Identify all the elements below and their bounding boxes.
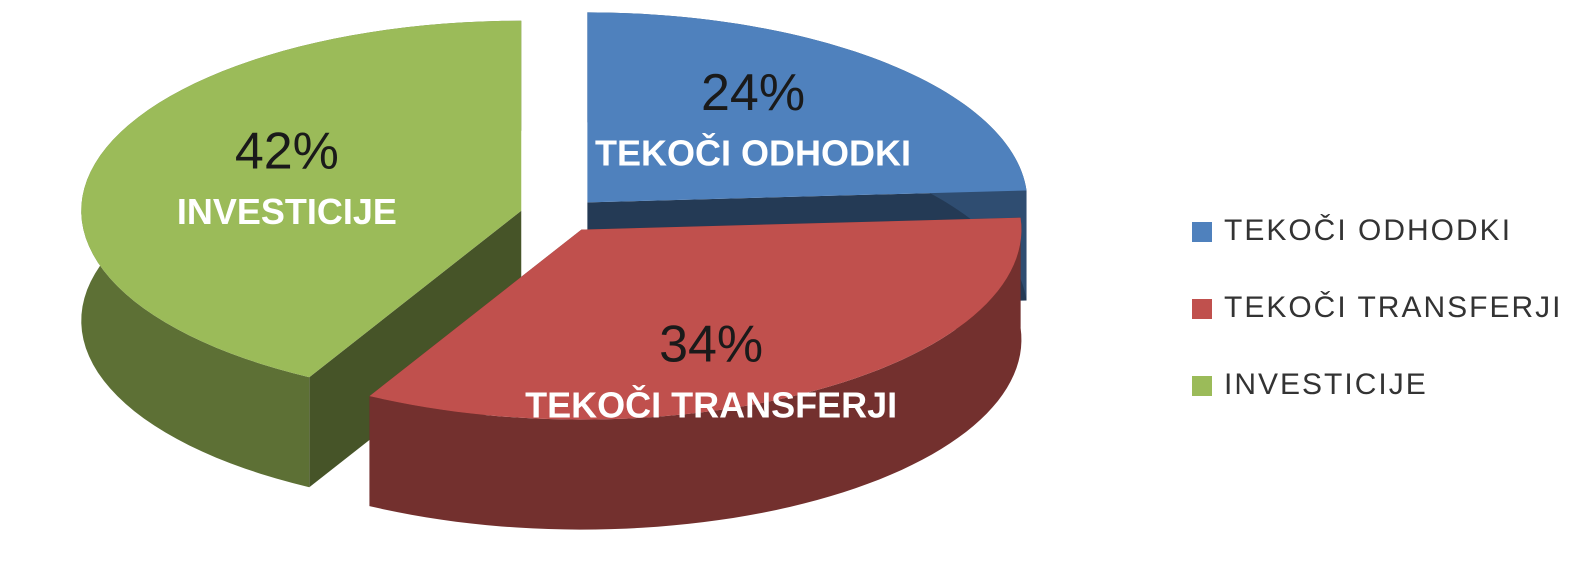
data-label: 42% <box>235 122 339 180</box>
slice-side <box>369 217 1022 530</box>
slice-top <box>81 20 522 378</box>
slice-cut-face <box>309 210 522 488</box>
slice-label: INVESTICIJE <box>177 191 397 232</box>
slice-label: TEKOČI TRANSFERJI <box>525 383 897 425</box>
slice-top <box>587 12 1027 203</box>
legend-swatch <box>1192 222 1212 242</box>
slice-top <box>369 217 1022 420</box>
slice-label: TEKOČI ODHODKI <box>595 132 911 174</box>
legend-label: TEKOČI ODHODKI <box>1224 213 1512 247</box>
legend-label: TEKOČI TRANSFERJI <box>1224 290 1562 324</box>
legend-swatch <box>1192 299 1212 319</box>
slice: 42% INVESTICIJE <box>81 20 522 488</box>
legend-label: INVESTICIJE <box>1224 368 1428 401</box>
data-label: 34% <box>659 316 763 374</box>
slice: 34% TEKOČI TRANSFERJI <box>369 217 1022 530</box>
legend-swatch <box>1192 376 1212 396</box>
data-label: 24% <box>701 64 805 122</box>
